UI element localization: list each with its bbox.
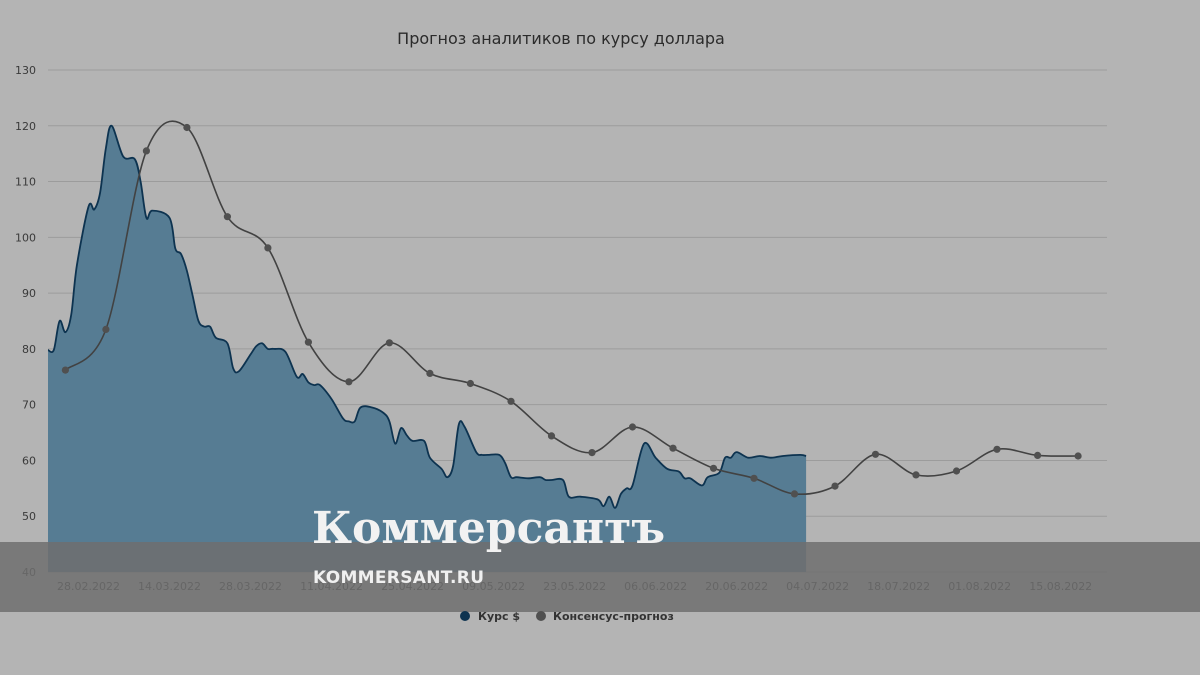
watermark-band <box>0 542 1200 612</box>
consensus-point[interactable] <box>871 450 880 458</box>
consensus-point[interactable] <box>547 432 556 440</box>
consensus-point[interactable] <box>831 482 839 490</box>
consensus-line <box>64 120 1079 496</box>
legend-item-consensus[interactable]: Консенсус-прогноз <box>536 610 674 623</box>
y-tick-label: 100 <box>15 231 36 244</box>
watermark: Коммерсантъ KOMMERSANT.RU <box>0 503 1200 612</box>
consensus-point[interactable] <box>426 369 434 377</box>
consensus-point[interactable] <box>750 474 758 482</box>
consensus-point[interactable] <box>61 366 69 374</box>
consensus-point[interactable] <box>264 244 272 252</box>
y-tick-label: 70 <box>22 399 36 412</box>
chart-title: Прогноз аналитиков по курсу доллара <box>397 29 725 48</box>
consensus-point[interactable] <box>304 338 312 346</box>
consensus-series <box>61 120 1082 498</box>
y-tick-label: 130 <box>15 64 36 77</box>
legend-item-rate[interactable]: Курс $ <box>460 610 520 623</box>
consensus-point[interactable] <box>1074 452 1082 460</box>
legend-marker-rate <box>460 611 470 621</box>
legend-label-consensus: Консенсус-прогноз <box>553 610 674 623</box>
consensus-point[interactable] <box>507 397 515 405</box>
area-outline <box>47 124 807 509</box>
consensus-point[interactable] <box>223 213 231 221</box>
consensus-point[interactable] <box>912 471 920 479</box>
consensus-point[interactable] <box>102 325 110 333</box>
y-tick-label: 80 <box>22 343 36 356</box>
watermark-url: KOMMERSANT.RU <box>313 568 484 588</box>
consensus-point[interactable] <box>993 445 1001 453</box>
legend-label-rate: Курс $ <box>478 610 520 623</box>
consensus-point[interactable] <box>628 423 637 431</box>
consensus-point[interactable] <box>588 449 596 457</box>
consensus-point[interactable] <box>345 378 353 386</box>
y-tick-label: 90 <box>22 287 36 300</box>
y-tick-label: 110 <box>15 176 36 189</box>
y-axis-ticks: 405060708090100110120130 <box>15 64 36 579</box>
consensus-point[interactable] <box>709 464 718 472</box>
area-fill <box>48 125 807 573</box>
consensus-point[interactable] <box>669 444 677 452</box>
y-tick-label: 60 <box>22 454 36 467</box>
consensus-point[interactable] <box>790 490 799 498</box>
consensus-point[interactable] <box>183 123 191 132</box>
y-tick-label: 50 <box>22 510 36 523</box>
watermark-brand: Коммерсантъ <box>312 503 665 554</box>
consensus-point[interactable] <box>1034 451 1042 459</box>
legend-marker-consensus <box>536 611 546 621</box>
area-series <box>47 124 807 573</box>
consensus-point[interactable] <box>952 467 961 475</box>
consensus-point[interactable] <box>385 339 393 347</box>
consensus-point[interactable] <box>466 379 474 388</box>
y-tick-label: 120 <box>15 120 36 133</box>
consensus-point[interactable] <box>142 147 150 155</box>
legend: Курс $ Консенсус-прогноз <box>460 610 674 623</box>
